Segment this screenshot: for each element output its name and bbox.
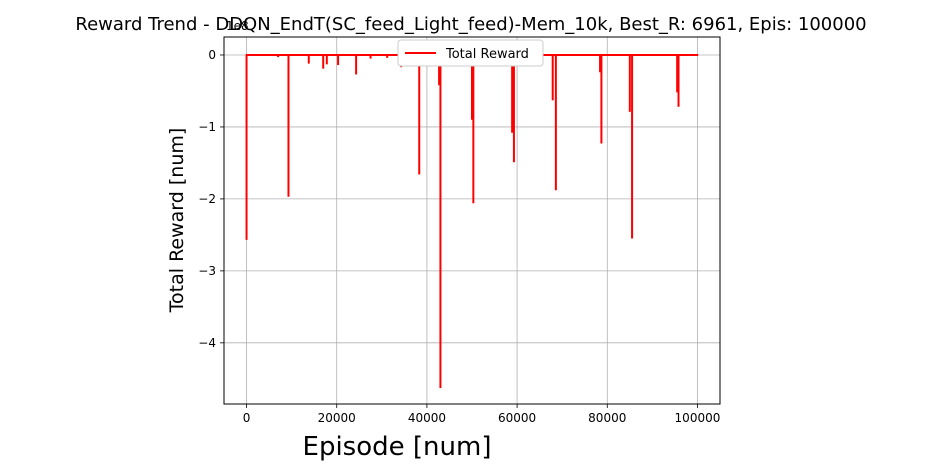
series-layer xyxy=(245,53,699,389)
x-axis-label: Episode [num] xyxy=(303,432,492,462)
y-tick-label: −1 xyxy=(198,120,216,134)
y-tick-label: −4 xyxy=(198,336,216,350)
y-tick-label: −2 xyxy=(198,192,216,206)
chart-title: Reward Trend - DDQN_EndT(SC_feed_Light_f… xyxy=(75,14,866,35)
y-axis-label: Total Reward [num] xyxy=(166,128,188,314)
x-tick-label: 60000 xyxy=(498,411,536,425)
legend-label-total-reward: Total Reward xyxy=(445,47,529,62)
legend-box xyxy=(397,39,544,67)
grid-layer xyxy=(224,37,720,404)
y-tick-label: 0 xyxy=(208,48,216,62)
x-tick-label: 0 xyxy=(243,411,251,425)
y-axis-scale-note: 1e8 xyxy=(226,19,249,33)
y-tick-label: −3 xyxy=(198,264,216,278)
x-tick-label: 20000 xyxy=(318,411,356,425)
plot-frame xyxy=(223,36,721,405)
x-tick-label: 80000 xyxy=(588,411,626,425)
legend: Total Reward xyxy=(397,39,544,67)
tick-layer: 0 20000 40000 60000 80000 100000 0 −1 −2 −3 −4 xyxy=(198,48,720,425)
x-tick-label: 40000 xyxy=(408,411,446,425)
x-tick-label: 100000 xyxy=(675,411,721,425)
